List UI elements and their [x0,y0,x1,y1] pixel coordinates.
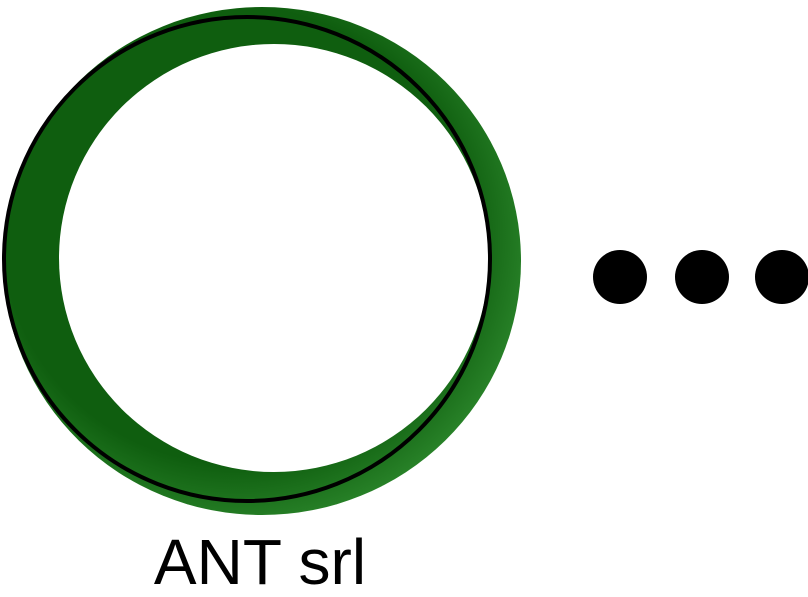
ellipsis-dots-icon [593,250,808,304]
company-name: ANT srl [153,526,367,597]
green-ring-icon [3,7,521,515]
dot [593,250,647,304]
ring-inner-hole [59,44,489,472]
dot [755,250,808,304]
black-outline-circle [2,15,492,503]
dot [675,250,729,304]
